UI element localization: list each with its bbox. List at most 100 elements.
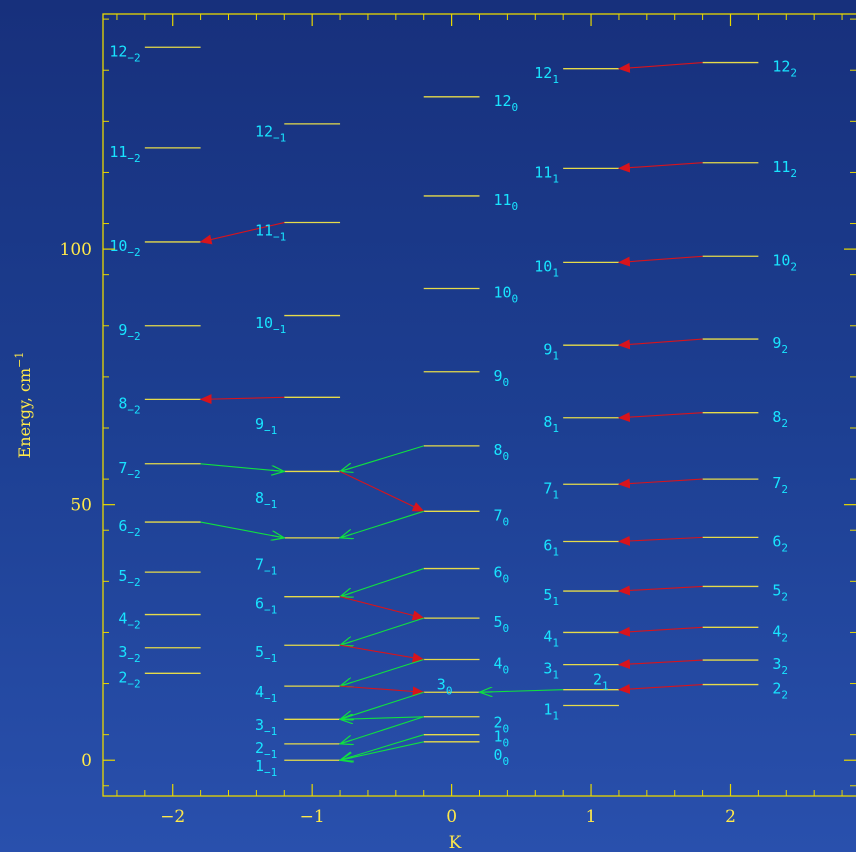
level-label-n: 3 <box>772 655 781 673</box>
level-label: 30 <box>437 676 453 698</box>
x-axis-label: K <box>449 833 462 852</box>
level-label: 10 <box>493 728 509 750</box>
level-label-k: 2 <box>781 343 788 356</box>
level-label-k: 2 <box>790 167 797 180</box>
level-label: 100 <box>493 284 518 306</box>
level-label: 8−2 <box>118 394 140 416</box>
level-label-n: 12 <box>534 64 552 82</box>
level-label-n: 11 <box>534 163 552 181</box>
green-transition-arrow <box>340 717 424 720</box>
level-label-n: 2 <box>493 713 502 731</box>
level-label-n: 12 <box>255 123 273 141</box>
y-tick-label: 0 <box>81 751 92 771</box>
level-label-k: 0 <box>446 685 453 698</box>
level-label: 6−1 <box>255 594 277 616</box>
level-label-n: 2 <box>772 680 781 698</box>
level-label-k: −1 <box>273 231 286 244</box>
level-label-n: 3 <box>543 660 552 678</box>
level-label-k: 2 <box>790 67 797 80</box>
red-transition-arrow <box>339 644 425 663</box>
level-label: 11−1 <box>255 222 286 244</box>
level-label: 72 <box>772 474 788 496</box>
level-label: 41 <box>543 628 559 650</box>
level-label-n: 8 <box>493 441 502 459</box>
level-label-n: 8 <box>255 489 264 507</box>
level-label-n: 6 <box>255 594 264 612</box>
level-label-k: −2 <box>127 152 140 165</box>
level-label-k: 1 <box>552 637 559 650</box>
level-label: 111 <box>534 163 559 185</box>
level-label-k: 2 <box>781 541 788 554</box>
level-label-n: 3 <box>255 716 264 734</box>
red-transition-arrow <box>339 596 425 621</box>
level-label-k: 2 <box>781 664 788 677</box>
green-transition-arrow <box>340 691 424 719</box>
y-axis-label-unit: −1 <box>13 352 26 368</box>
level-label-k: 2 <box>781 631 788 644</box>
level-label-k: 1 <box>552 710 559 723</box>
level-label: 112 <box>772 158 797 180</box>
level-label: 110 <box>493 191 518 213</box>
level-label-n: 9 <box>543 340 552 358</box>
level-label: 121 <box>534 64 559 86</box>
level-label: 120 <box>493 92 518 114</box>
level-label-n: 4 <box>493 655 502 673</box>
level-label-k: −2 <box>127 403 140 416</box>
level-label-k: −2 <box>127 468 140 481</box>
level-label-n: 8 <box>772 408 781 426</box>
green-transition-arrow <box>340 716 424 744</box>
level-label: 9−2 <box>118 321 140 343</box>
red-transition-arrow <box>617 626 703 637</box>
level-label-k: −2 <box>127 246 140 259</box>
plot-frame <box>102 13 856 797</box>
level-label-n: 9 <box>118 321 127 339</box>
level-label-n: 6 <box>493 564 502 582</box>
red-transition-arrow <box>617 162 703 173</box>
level-label-k: 1 <box>552 669 559 682</box>
level-label: 102 <box>772 251 797 273</box>
level-label-k: −1 <box>264 692 277 705</box>
level-label: 4−1 <box>255 683 277 705</box>
level-label: 90 <box>493 367 509 389</box>
level-label-k: 1 <box>552 172 559 185</box>
level-label: 81 <box>543 413 559 435</box>
level-label: 61 <box>543 537 559 559</box>
level-label-k: 1 <box>552 546 559 559</box>
level-label-n: 5 <box>772 582 781 600</box>
level-label: 122 <box>772 58 797 80</box>
level-label-k: −1 <box>264 725 277 738</box>
green-transition-arrow <box>340 445 424 472</box>
level-label-n: 10 <box>772 251 790 269</box>
x-tick-label: 1 <box>586 807 597 827</box>
level-label: 11 <box>543 701 559 723</box>
level-label-k: 1 <box>552 73 559 86</box>
level-label-k: 1 <box>552 488 559 501</box>
red-transition-arrow <box>199 221 285 245</box>
level-label-n: 9 <box>772 334 781 352</box>
level-label: 10−2 <box>109 237 140 259</box>
level-label-k: 1 <box>552 422 559 435</box>
level-label: 3−1 <box>255 716 277 738</box>
level-label-k: −2 <box>127 677 140 690</box>
level-label-k: 0 <box>502 376 509 389</box>
level-label-k: 2 <box>781 689 788 702</box>
level-label-k: 1 <box>552 349 559 362</box>
level-label-n: 5 <box>493 613 502 631</box>
red-transition-arrow <box>617 62 703 73</box>
level-label-k: −1 <box>264 748 277 761</box>
level-label: 10−1 <box>255 314 286 336</box>
level-label-k: 1 <box>552 266 559 279</box>
green-transition-arrow <box>340 510 424 538</box>
y-axis-label: Energy, cm−1 <box>13 352 34 459</box>
level-label: 60 <box>493 564 509 586</box>
level-label: 31 <box>543 660 559 682</box>
level-label-n: 9 <box>493 367 502 385</box>
level-label-n: 9 <box>255 415 264 433</box>
level-label-k: −2 <box>127 526 140 539</box>
level-label: 5−2 <box>118 567 140 589</box>
level-label-k: −2 <box>127 619 140 632</box>
x-tick-label: 0 <box>446 807 457 827</box>
level-label-n: 11 <box>772 158 790 176</box>
